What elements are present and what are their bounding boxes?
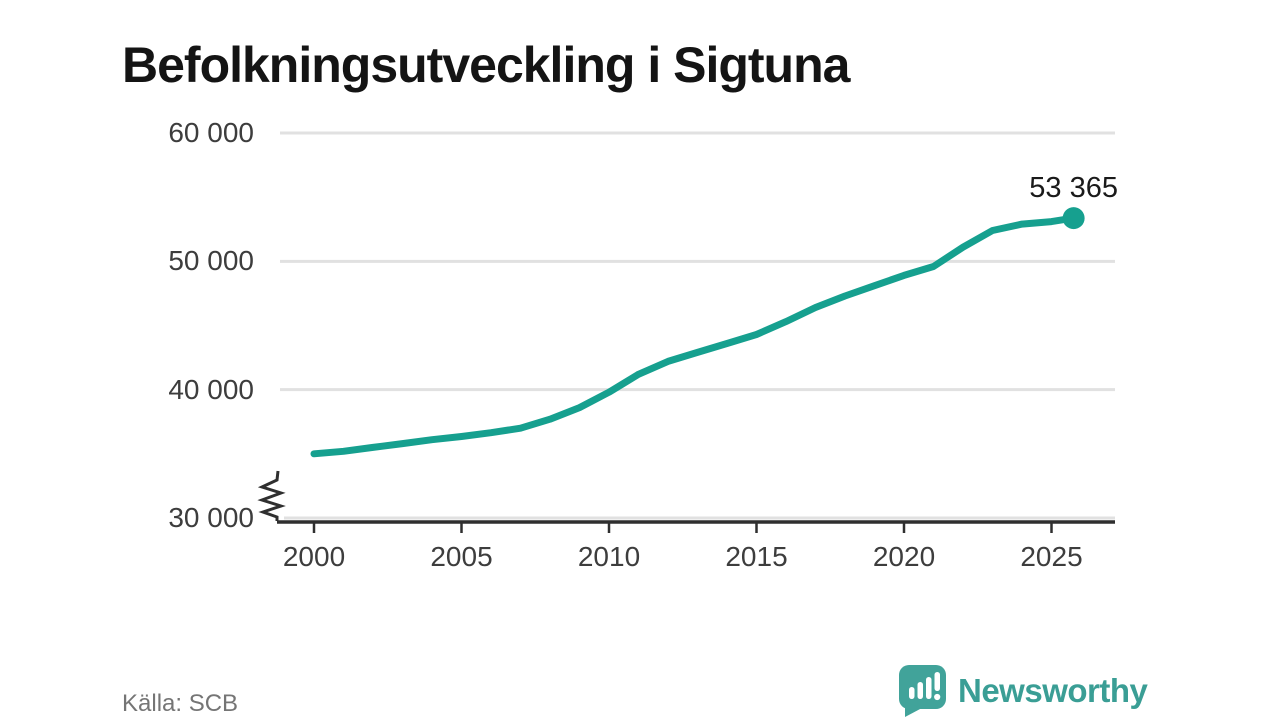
bar-chart-speech-bubble-icon xyxy=(899,665,946,717)
x-tick-label: 2000 xyxy=(282,541,346,572)
brand-name: Newsworthy xyxy=(958,672,1148,709)
chart-title: Befolkningsutveckling i Sigtuna xyxy=(122,36,850,93)
x-tick-label: 2015 xyxy=(725,541,788,572)
x-tick-label: 2005 xyxy=(430,541,493,572)
x-tick-label: 2025 xyxy=(1020,541,1083,572)
x-tick-label: 2010 xyxy=(577,541,641,572)
y-tick-label: 40 000 xyxy=(168,373,254,405)
source-note: Källa: SCB xyxy=(122,690,239,717)
y-tick-label: 60 000 xyxy=(168,117,254,148)
last-value-label: 53 365 xyxy=(1029,172,1118,205)
y-tick-label: 50 000 xyxy=(168,245,254,277)
y-axis-tick-labels: 60 000 50 000 40 000 30 000 xyxy=(114,0,254,720)
x-tick-label: 2020 xyxy=(872,541,936,572)
newsworthy-logo: Newsworthy xyxy=(898,664,1148,718)
y-tick-label: 30 000 xyxy=(168,502,254,533)
